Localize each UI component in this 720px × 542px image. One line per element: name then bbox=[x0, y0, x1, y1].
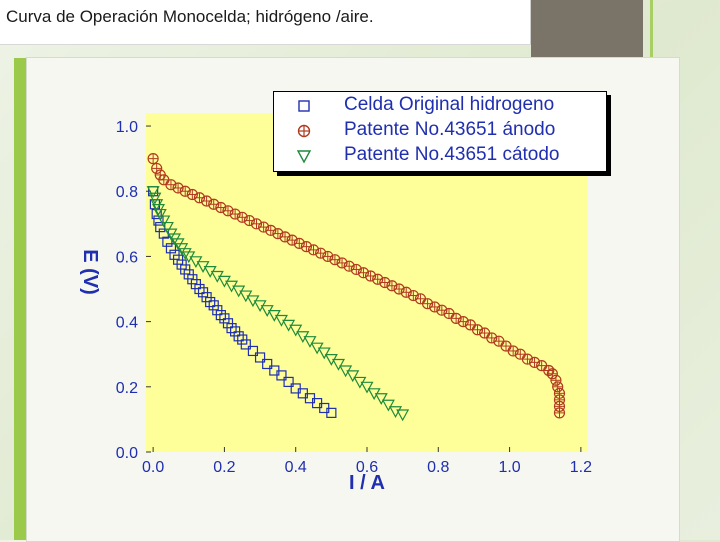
data-point-triangle bbox=[381, 399, 395, 412]
data-point-circle-plus bbox=[464, 319, 476, 331]
data-marks bbox=[146, 153, 566, 422]
y-tick-label: 0.4 bbox=[116, 315, 138, 332]
data-point-triangle bbox=[331, 358, 345, 371]
data-point-circle-plus bbox=[300, 241, 313, 253]
data-point-circle-plus bbox=[479, 327, 491, 339]
data-point-triangle bbox=[146, 186, 160, 198]
legend-label: Patente No.43651 cátodo bbox=[344, 144, 560, 165]
legend-item-anodo: Patente No.43651 ánodo bbox=[284, 119, 604, 143]
data-point-square bbox=[226, 323, 237, 334]
data-point-triangle bbox=[346, 370, 360, 383]
data-point-square bbox=[326, 407, 337, 418]
series-circle-plus bbox=[147, 153, 566, 419]
series-triangle-down bbox=[146, 186, 410, 422]
data-point-triangle bbox=[148, 192, 162, 205]
y-tick-label: 0.8 bbox=[116, 184, 138, 201]
y-tick-label: 0.0 bbox=[116, 445, 138, 462]
data-point-square bbox=[162, 236, 173, 247]
triangle-down-marker-icon bbox=[296, 150, 312, 164]
data-point-triangle bbox=[374, 393, 388, 405]
circle-plus-marker-icon bbox=[297, 124, 311, 138]
x-tick-label: 1.2 bbox=[570, 459, 592, 476]
data-point-square bbox=[276, 370, 287, 381]
data-point-square bbox=[205, 296, 216, 308]
y-tick-label: 0.2 bbox=[116, 380, 138, 397]
data-point-triangle bbox=[289, 324, 303, 337]
data-point-square bbox=[247, 345, 259, 357]
legend-item-original: Celda Original hidrogeno bbox=[284, 94, 604, 118]
data-point-triangle bbox=[360, 381, 374, 394]
slide-title: Curva de Operación Monocelda; hidrógeno … bbox=[6, 7, 374, 26]
data-point-circle-plus bbox=[158, 174, 170, 186]
data-point-circle-plus bbox=[443, 307, 455, 320]
data-point-square bbox=[165, 243, 177, 254]
data-point-circle-plus bbox=[500, 340, 512, 352]
x-tick-label: 0.8 bbox=[427, 459, 449, 476]
legend-item-catodo: Patente No.43651 cátodo bbox=[284, 144, 604, 168]
axis-ticks: 0.0 0.2 0.4 0.6 0.8 1.0 1.2 0.0 0.2 0.4 0.6 0.8 1.0 bbox=[116, 119, 592, 476]
data-point-circle-plus bbox=[147, 153, 159, 165]
data-point-triangle bbox=[317, 347, 331, 360]
data-point-triangle bbox=[157, 215, 171, 228]
x-tick-label: 0.4 bbox=[285, 459, 307, 476]
data-point-circle-plus bbox=[208, 198, 220, 210]
data-point-circle-plus bbox=[550, 374, 562, 386]
y-tick-label: 1.0 bbox=[116, 119, 138, 136]
data-point-square bbox=[233, 331, 244, 342]
data-point-square bbox=[194, 283, 205, 295]
y-tick-label: 0.6 bbox=[116, 249, 138, 266]
data-point-triangle bbox=[396, 409, 410, 422]
data-point-square bbox=[262, 358, 273, 370]
data-point-triangle bbox=[178, 248, 192, 260]
data-point-circle-plus bbox=[552, 381, 564, 393]
data-point-square bbox=[254, 352, 266, 363]
legend-label: Patente No.43651 ánodo bbox=[344, 119, 556, 140]
data-point-circle-plus bbox=[350, 263, 362, 276]
data-point-triangle bbox=[153, 208, 167, 221]
x-tick-label: 0.0 bbox=[142, 459, 164, 476]
data-point-circle-plus bbox=[536, 360, 548, 372]
data-point-circle-plus bbox=[493, 335, 505, 347]
title-bar: Curva de Operación Monocelda; hidrógeno … bbox=[0, 0, 531, 45]
data-point-triangle bbox=[303, 336, 317, 348]
decorative-bar-top bbox=[531, 0, 643, 58]
x-tick-label: 1.0 bbox=[498, 459, 520, 476]
legend-label: Celda Original hidrogeno bbox=[344, 94, 555, 115]
data-point-square bbox=[283, 376, 294, 388]
chart-legend: Celda Original hidrogeno Patente No.4365… bbox=[273, 91, 607, 172]
square-marker-icon bbox=[298, 100, 310, 112]
data-point-circle-plus bbox=[553, 407, 566, 419]
x-tick-label: 0.2 bbox=[213, 459, 235, 476]
data-point-circle-plus bbox=[514, 348, 526, 360]
decorative-bar-left bbox=[14, 58, 26, 540]
data-point-triangle bbox=[160, 221, 174, 234]
x-axis-title: I / A bbox=[349, 472, 385, 494]
data-point-square bbox=[215, 309, 226, 321]
data-point-square bbox=[240, 339, 251, 350]
data-point-circle-plus bbox=[372, 273, 384, 285]
data-point-circle-plus bbox=[414, 293, 427, 305]
y-axis-title: E (V) bbox=[79, 249, 101, 295]
x-tick-label: 0.6 bbox=[356, 459, 378, 476]
data-point-circle-plus bbox=[272, 228, 284, 240]
